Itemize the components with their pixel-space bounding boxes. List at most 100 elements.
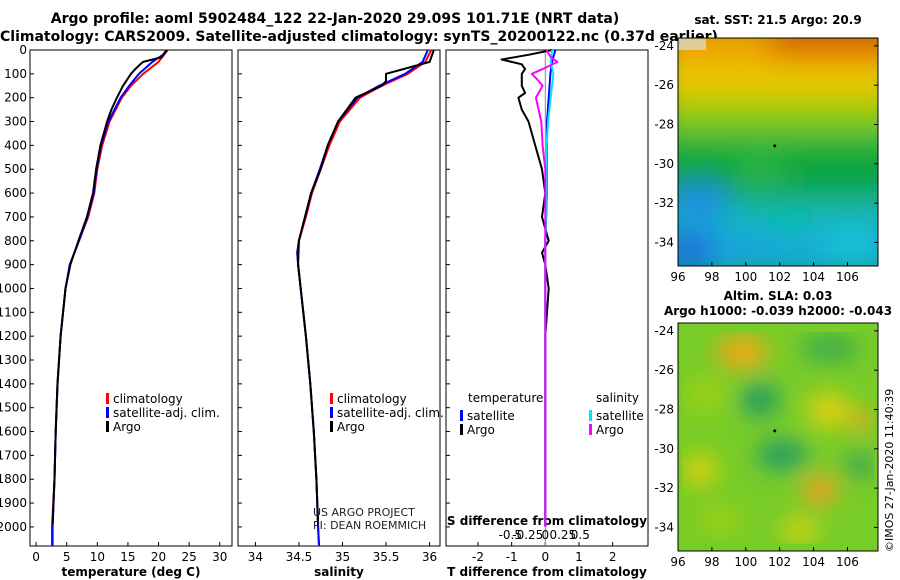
- legend-swatch: [106, 407, 109, 418]
- y-tick-label: 300: [4, 115, 27, 129]
- legend-swatch: [330, 393, 333, 404]
- y-tick-label: -26: [654, 363, 674, 377]
- series-line-s-argo: [530, 49, 559, 527]
- x-tick-label: 102: [768, 555, 791, 569]
- x-tick-label: 15: [120, 550, 135, 564]
- legend-swatch: [589, 410, 592, 421]
- x-tick-label: 98: [704, 555, 719, 569]
- s-tick-label: 0: [541, 528, 549, 542]
- legend-label: climatology: [337, 392, 407, 406]
- y-tick-label: -24: [654, 324, 674, 338]
- sst-map-field: [678, 38, 878, 266]
- y-tick-label: -34: [654, 520, 674, 534]
- x-tick-label: 34.5: [286, 550, 313, 564]
- legend-swatch: [106, 393, 109, 404]
- y-tick-label: -30: [654, 157, 674, 171]
- x-tick-label: 36: [422, 550, 437, 564]
- y-tick-label: 1200: [0, 329, 27, 343]
- x-tick-label: 2: [609, 550, 617, 564]
- y-tick-label: 1500: [0, 401, 27, 415]
- x-axis-label: salinity: [314, 565, 364, 579]
- map-subtitle: Argo h1000: -0.039 h2000: -0.043: [664, 304, 892, 318]
- x-tick-label: 100: [734, 555, 757, 569]
- y-tick-label: -30: [654, 442, 674, 456]
- salinity-profile-frame: [237, 49, 441, 547]
- y-tick-label: 200: [4, 91, 27, 105]
- legend-swatch: [460, 424, 463, 435]
- map-frame: [677, 322, 879, 552]
- legend-title-temperature: temperature: [468, 391, 543, 405]
- y-tick-label: -24: [654, 39, 674, 53]
- x-axis-label: temperature (deg C): [62, 565, 201, 579]
- x-tick-label: 106: [836, 555, 859, 569]
- s-tick-label: 0.5: [571, 528, 590, 542]
- y-tick-label: -28: [654, 117, 674, 131]
- project-annotation: PI: DEAN ROEMMICH: [313, 519, 426, 532]
- x-tick-label: -2: [472, 550, 484, 564]
- y-tick-label: 1400: [0, 377, 27, 391]
- legend-label: Argo: [596, 423, 624, 437]
- x-tick-label: 35: [335, 550, 350, 564]
- x-tick-label: 0: [32, 550, 40, 564]
- legend-swatch: [330, 407, 333, 418]
- y-tick-label: 1100: [0, 305, 27, 319]
- legend-swatch: [460, 410, 463, 421]
- x-tick-label: 100: [734, 270, 757, 284]
- y-tick-label: -32: [654, 196, 674, 210]
- y-tick-label: 1700: [0, 448, 27, 462]
- argo-float-marker: [773, 144, 777, 148]
- x-axis-label: T difference from climatology: [447, 565, 647, 579]
- x-tick-label: 1: [575, 550, 583, 564]
- s-tick-label: 0.25: [549, 528, 576, 542]
- legend-label: satellite-adj. clim.: [337, 406, 444, 420]
- legend-label: Argo: [337, 420, 365, 434]
- x-tick-label: 5: [63, 550, 71, 564]
- map-title: Altim. SLA: 0.03: [724, 289, 833, 303]
- x-tick-label: 0: [541, 550, 549, 564]
- x-tick-label: 96: [670, 555, 685, 569]
- series-line-t-argo: [500, 49, 553, 525]
- s-tick-label: -0.25: [512, 528, 543, 542]
- y-tick-label: 1000: [0, 281, 27, 295]
- legend-swatch: [330, 421, 333, 432]
- credit-label: ©IMOS 27-Jan-2020 11:40:39: [883, 389, 896, 552]
- difference-profile: -2 -1 0 1 2T difference from climatology -0.5…: [445, 49, 649, 579]
- y-tick-label: 0: [19, 43, 27, 57]
- y-tick-label: 100: [4, 67, 27, 81]
- temperature-profile-frame: [29, 49, 233, 547]
- x-tick-label: -1: [506, 550, 518, 564]
- y-tick-label: 500: [4, 162, 27, 176]
- y-tick-label: 600: [4, 186, 27, 200]
- x-tick-label: 35.5: [373, 550, 400, 564]
- y-tick-label: -34: [654, 235, 674, 249]
- legend-label: satellite: [467, 409, 515, 423]
- salinity-profile: 34 34.5 35 35.5 36 salinity climatologysatelli…: [237, 49, 444, 579]
- y-tick-label: -32: [654, 481, 674, 495]
- legend-label: satellite-adj. clim.: [113, 406, 220, 420]
- sla-map-field: [678, 323, 878, 551]
- legend-swatch: [106, 421, 109, 432]
- legend-swatch: [589, 424, 592, 435]
- map-title: sat. SST: 21.5 Argo: 20.9: [694, 13, 861, 27]
- x-tick-label: 30: [212, 550, 227, 564]
- y-tick-label: 800: [4, 234, 27, 248]
- legend-label: satellite: [596, 409, 644, 423]
- y-tick-label: 1300: [0, 353, 27, 367]
- y-tick-label: 1900: [0, 496, 27, 510]
- x-tick-label: 102: [768, 270, 791, 284]
- s-tick-label: -0.5: [499, 528, 522, 542]
- y-tick-label: -26: [654, 78, 674, 92]
- x-tick-label: 25: [182, 550, 197, 564]
- sst-map-axes: sat. SST: 21.5 Argo: 20.9 96 98 100 102 104 10…: [654, 13, 879, 284]
- legend-title-salinity: salinity: [596, 391, 639, 405]
- y-tick-label: 2000: [0, 520, 27, 534]
- y-tick-label: -28: [654, 402, 674, 416]
- project-annotation: US ARGO PROJECT: [313, 506, 415, 519]
- temperature-profile: 0100200300400500600700800900100011001200…: [0, 43, 233, 579]
- x-tick-label: 104: [802, 270, 825, 284]
- legend-label: Argo: [113, 420, 141, 434]
- y-tick-label: 700: [4, 210, 27, 224]
- x-tick-label: 20: [151, 550, 166, 564]
